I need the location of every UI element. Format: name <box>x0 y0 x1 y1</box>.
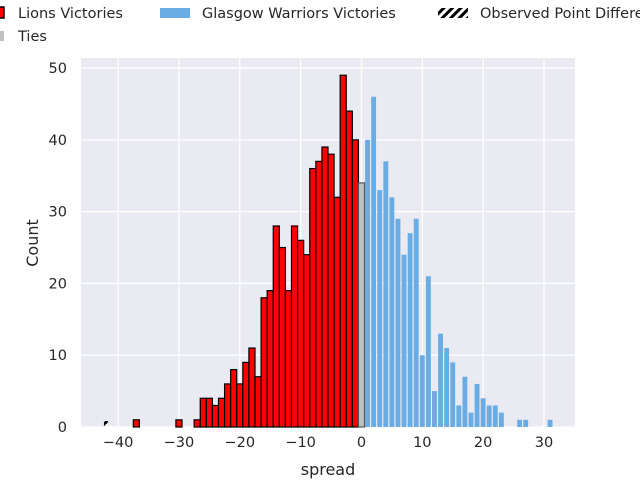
x-tick-label: 30 <box>535 435 553 451</box>
lions-bar <box>260 297 268 428</box>
lions-bar <box>290 225 299 428</box>
x-tick-label: 20 <box>474 435 492 451</box>
glasgow-bar <box>468 412 474 427</box>
legend-swatch-lions <box>0 6 5 19</box>
x-tick-label: −20 <box>224 435 255 451</box>
lions-bar <box>248 347 256 428</box>
glasgow-bar <box>432 391 437 427</box>
lions-bar <box>193 419 201 428</box>
lions-bar <box>230 368 238 428</box>
legend-label-ties: Ties <box>17 29 47 45</box>
lions-bar <box>205 397 214 428</box>
x-tick-labels: −40 −30 −20 −10 0 10 20 30 <box>103 435 553 451</box>
y-tick-label: 30 <box>49 205 67 221</box>
glasgow-bar <box>389 197 395 427</box>
legend: Lions Victories Glasgow Warriors Victori… <box>0 6 640 45</box>
lions-bar <box>223 383 232 428</box>
y-tick-label: 40 <box>49 133 67 149</box>
glasgow-bar <box>425 276 431 427</box>
glasgow-bar <box>383 161 389 427</box>
lions-bar <box>211 404 220 428</box>
lions-bar <box>309 167 317 428</box>
glasgow-bar <box>401 254 407 427</box>
lions-bar <box>236 383 244 428</box>
y-tick-label: 20 <box>49 276 67 292</box>
y-tick-label: 10 <box>49 348 67 364</box>
x-tick-label: −30 <box>164 435 195 451</box>
lions-bar <box>296 239 305 428</box>
lions-bar <box>345 110 353 428</box>
glasgow-bar <box>523 419 529 427</box>
lions-bar <box>242 361 250 428</box>
glasgow-bar <box>486 405 492 427</box>
ties-bar <box>357 182 366 428</box>
bars <box>103 74 553 428</box>
lions-bar <box>254 376 262 428</box>
lions-bar <box>321 146 329 428</box>
lions-bar <box>199 397 207 428</box>
legend-swatch-ties <box>0 31 4 41</box>
glasgow-bar <box>371 96 377 427</box>
glasgow-bar <box>444 348 450 427</box>
legend-swatch-observed <box>438 8 468 18</box>
legend-swatch-glasgow <box>160 8 190 18</box>
lions-bar <box>303 254 311 428</box>
lions-bar <box>284 289 293 428</box>
y-tick-label: 0 <box>58 420 67 436</box>
lions-bar <box>278 246 287 428</box>
legend-label-observed: Observed Point Difference <box>480 6 640 22</box>
lions-bar <box>266 289 274 428</box>
glasgow-bar <box>462 376 468 427</box>
lions-bar <box>315 160 323 428</box>
lions-bar <box>217 397 226 428</box>
glasgow-bar <box>517 419 523 427</box>
glasgow-bar <box>450 362 456 427</box>
lions-bar <box>351 139 360 428</box>
x-tick-label: 0 <box>357 435 366 451</box>
y-tick-labels: 0 10 20 30 40 50 <box>49 61 67 436</box>
x-axis-label: spread <box>301 460 356 479</box>
lions-bar <box>333 196 341 428</box>
glasgow-bar <box>413 218 419 427</box>
glasgow-bar <box>474 383 480 427</box>
glasgow-bar <box>480 398 486 427</box>
lions-bar <box>272 225 280 428</box>
lions-bar <box>132 419 141 428</box>
x-tick-label: −10 <box>285 435 316 451</box>
observed-point-marker <box>103 421 108 427</box>
x-tick-label: −40 <box>103 435 134 451</box>
lions-bar <box>175 419 183 428</box>
y-tick-label: 50 <box>49 61 67 77</box>
glasgow-bar <box>407 233 413 427</box>
glasgow-bar <box>498 412 504 427</box>
y-axis-label: Count <box>23 219 42 267</box>
legend-label-glasgow: Glasgow Warriors Victories <box>202 6 396 22</box>
legend-label-lions: Lions Victories <box>18 6 123 22</box>
glasgow-bar <box>438 333 443 427</box>
glasgow-bar <box>456 405 462 427</box>
lions-bar <box>327 153 335 428</box>
glasgow-bar <box>419 355 425 427</box>
glasgow-bar <box>377 190 383 427</box>
lions-bar <box>339 74 347 428</box>
glasgow-bar <box>492 405 498 427</box>
glasgow-bar <box>365 139 370 428</box>
glasgow-bar <box>395 218 401 427</box>
x-tick-label: 10 <box>413 435 431 451</box>
glasgow-bar <box>547 419 553 427</box>
